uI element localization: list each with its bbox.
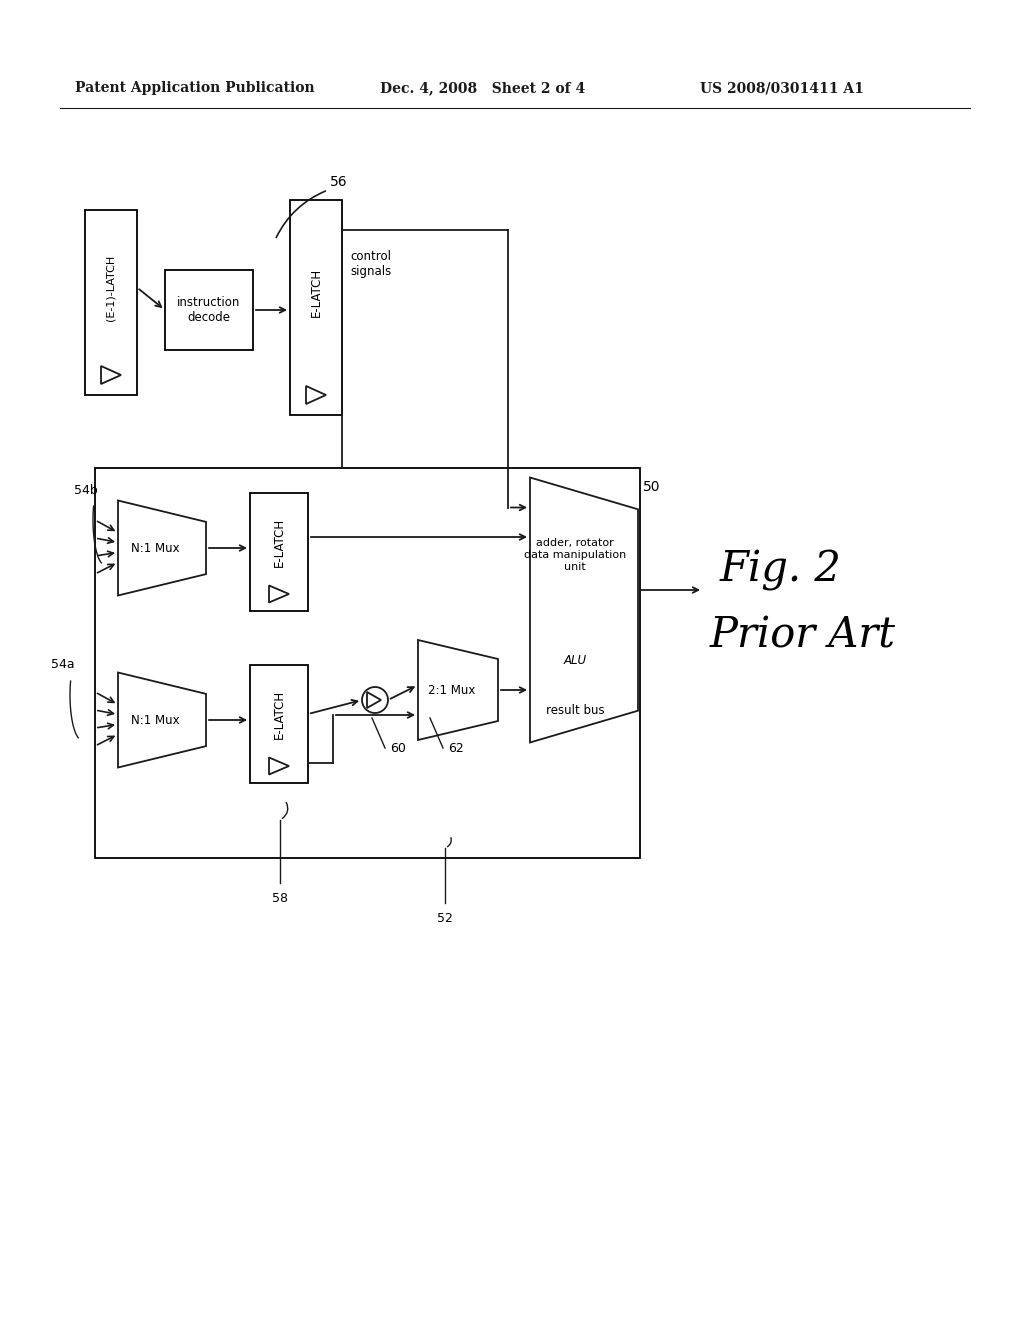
Text: 54b: 54b bbox=[75, 483, 98, 496]
Text: Dec. 4, 2008   Sheet 2 of 4: Dec. 4, 2008 Sheet 2 of 4 bbox=[380, 81, 586, 95]
Bar bbox=[165, 271, 253, 350]
Text: E-LATCH: E-LATCH bbox=[309, 268, 323, 317]
Text: E-LATCH: E-LATCH bbox=[272, 689, 286, 739]
Text: 50: 50 bbox=[643, 480, 660, 494]
Polygon shape bbox=[418, 640, 498, 741]
Text: (E-1)-LATCH: (E-1)-LATCH bbox=[106, 255, 116, 321]
Text: 52: 52 bbox=[437, 912, 453, 924]
Bar bbox=[290, 201, 342, 414]
Text: E-LATCH: E-LATCH bbox=[272, 517, 286, 566]
Polygon shape bbox=[530, 478, 638, 742]
Text: control
signals: control signals bbox=[350, 249, 391, 279]
Text: Prior Art: Prior Art bbox=[710, 614, 896, 656]
Text: 54a: 54a bbox=[51, 659, 75, 672]
Polygon shape bbox=[118, 500, 206, 595]
Text: instruction
decode: instruction decode bbox=[177, 296, 241, 323]
Text: ALU: ALU bbox=[564, 653, 587, 667]
Text: 56: 56 bbox=[330, 176, 347, 189]
Text: 2:1 Mux: 2:1 Mux bbox=[428, 684, 475, 697]
Bar bbox=[85, 210, 137, 395]
Text: Fig. 2: Fig. 2 bbox=[720, 549, 842, 591]
Polygon shape bbox=[367, 692, 381, 708]
Polygon shape bbox=[118, 672, 206, 767]
Text: N:1 Mux: N:1 Mux bbox=[131, 714, 179, 726]
Text: US 2008/0301411 A1: US 2008/0301411 A1 bbox=[700, 81, 864, 95]
Bar bbox=[250, 665, 308, 783]
Polygon shape bbox=[101, 366, 121, 384]
Polygon shape bbox=[306, 385, 326, 404]
Bar bbox=[95, 469, 640, 858]
Polygon shape bbox=[269, 758, 289, 775]
Text: Patent Application Publication: Patent Application Publication bbox=[75, 81, 314, 95]
Text: result bus: result bus bbox=[546, 704, 605, 717]
Text: 58: 58 bbox=[272, 891, 288, 904]
Bar bbox=[250, 492, 308, 611]
Text: N:1 Mux: N:1 Mux bbox=[131, 541, 179, 554]
Polygon shape bbox=[269, 586, 289, 602]
Text: 60: 60 bbox=[390, 742, 406, 755]
Text: 62: 62 bbox=[449, 742, 464, 755]
Text: adder, rotator
data manipulation
unit: adder, rotator data manipulation unit bbox=[524, 539, 627, 572]
